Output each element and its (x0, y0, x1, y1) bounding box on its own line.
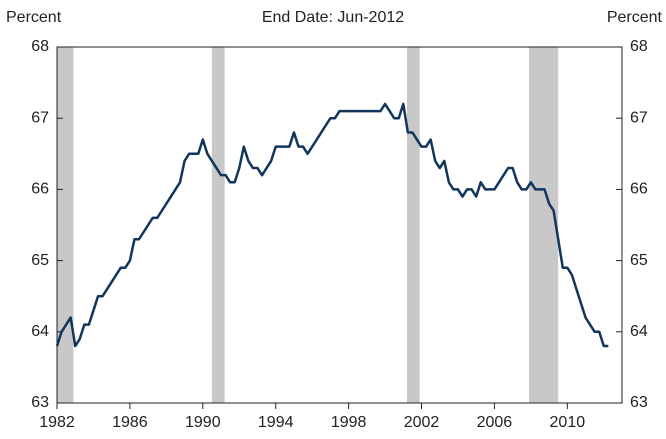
x-tick-label: 1998 (331, 414, 367, 431)
x-tick-label: 2010 (550, 414, 586, 431)
recession-band (211, 47, 225, 403)
y-tick-label: 67 (31, 109, 49, 126)
recession-band (57, 47, 74, 403)
x-tick-label: 2006 (477, 414, 513, 431)
y2-tick-label: 65 (630, 252, 648, 269)
y2-tick-label: 64 (630, 323, 648, 340)
x-tick-label: 1994 (258, 414, 294, 431)
y-axis-label: Percent (6, 9, 62, 26)
y-tick-label: 66 (31, 181, 49, 198)
chart-title: End Date: Jun-2012 (262, 9, 404, 26)
x-tick-label: 1990 (185, 414, 221, 431)
x-tick-label: 1986 (112, 414, 148, 431)
x-tick-label: 1982 (39, 414, 75, 431)
y2-tick-label: 67 (630, 109, 648, 126)
x-tick-label: 2002 (404, 414, 440, 431)
plot-frame (56, 46, 623, 404)
recession-band (529, 47, 559, 403)
y2-tick-label: 66 (630, 181, 648, 198)
y-tick-label: 64 (31, 323, 49, 340)
y-tick-label: 65 (31, 252, 49, 269)
y2-tick-label: 68 (630, 38, 648, 55)
y-tick-label: 68 (31, 38, 49, 55)
data-line (55, 102, 609, 348)
recession-band (406, 47, 420, 403)
y2-tick-label: 63 (630, 394, 648, 411)
y2-axis-label: Percent (607, 9, 663, 26)
y-tick-label: 63 (31, 394, 49, 411)
